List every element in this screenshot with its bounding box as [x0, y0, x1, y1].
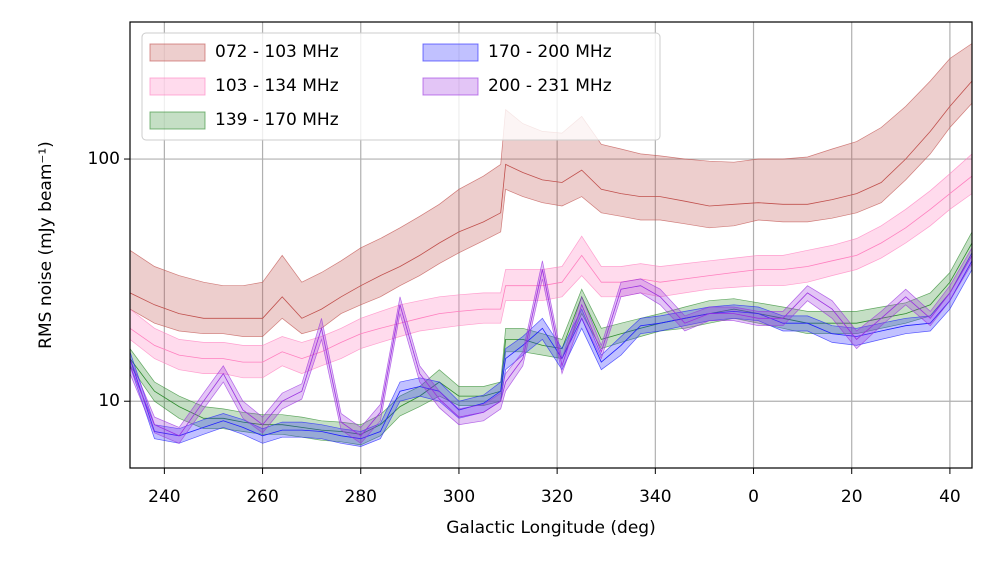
x-axis-label: Galactic Longitude (deg) — [446, 518, 655, 538]
legend-label: 103 - 134 MHz — [215, 76, 339, 96]
legend-swatch — [422, 77, 479, 96]
band-upper — [130, 153, 972, 346]
y-tick-label: 100 — [88, 149, 120, 169]
x-tick-label: 0 — [748, 487, 759, 507]
band-area — [130, 153, 972, 378]
y-tick-label: 10 — [98, 391, 120, 411]
legend-swatch — [149, 77, 206, 96]
band-lower — [130, 102, 972, 337]
median-line — [130, 255, 972, 437]
legend-label: 072 - 103 MHz — [215, 42, 339, 62]
band-upper — [130, 231, 972, 426]
band-lower — [130, 269, 972, 447]
band-area — [130, 231, 972, 445]
legend-swatch — [149, 43, 206, 62]
median-line — [130, 80, 972, 319]
band-upper — [130, 247, 972, 428]
x-tick-label: 240 — [148, 487, 180, 507]
median-line — [130, 175, 972, 363]
x-tick-label: 20 — [841, 487, 863, 507]
legend-label: 200 - 231 MHz — [488, 76, 612, 96]
legend-swatch — [422, 43, 479, 62]
band-area — [130, 252, 972, 447]
legend-label: 170 - 200 MHz — [488, 42, 612, 62]
median-line — [130, 242, 972, 435]
legend-swatch — [149, 111, 206, 130]
median-line — [130, 260, 972, 440]
band-lower — [130, 263, 972, 444]
legend: 072 - 103 MHz 103 - 134 MHz 139 - 170 MHz 1… — [141, 32, 661, 141]
x-tick-label: 260 — [246, 487, 278, 507]
legend-label: 139 - 170 MHz — [215, 110, 339, 130]
series-layer — [130, 43, 972, 447]
x-tick-label: 340 — [639, 487, 671, 507]
axes-frame — [129, 21, 973, 469]
band-lower — [130, 193, 972, 379]
x-tick-label: 280 — [345, 487, 377, 507]
x-tick-label: 40 — [939, 487, 961, 507]
band-upper — [130, 252, 972, 432]
band-area — [130, 43, 972, 337]
legend-box — [141, 32, 661, 141]
x-tick-label: 300 — [443, 487, 475, 507]
x-tick-label: 320 — [541, 487, 573, 507]
y-axis-label: RMS noise (mJy beam⁻¹) — [36, 141, 56, 349]
